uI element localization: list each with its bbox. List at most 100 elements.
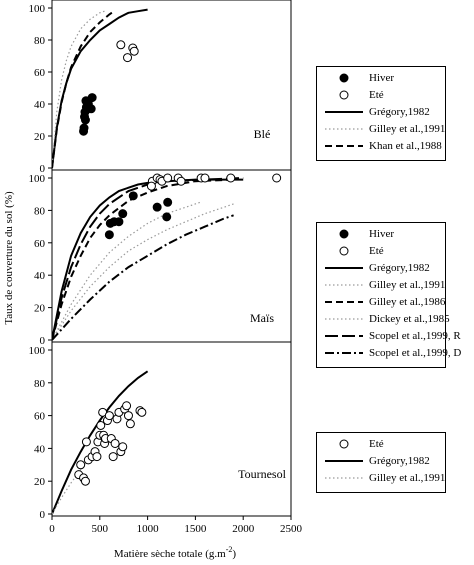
x-axis-label-main: Matière sèche totale (g.m [114, 548, 226, 560]
legend-symbol [323, 278, 365, 292]
y-axis-label: Taux de couverture du sol (%) [3, 191, 15, 325]
legend-label: Scopel et al.,1999, R [369, 330, 461, 342]
data-point-filled [83, 99, 93, 109]
legend-symbol-dashed [325, 145, 363, 147]
panel-title: Tournesol [238, 467, 286, 481]
legend-item: Dickey et al.,1985 [323, 312, 450, 326]
legend-symbol [323, 139, 365, 153]
y-tick-label: 0 [40, 163, 46, 175]
data-point-open [96, 420, 106, 430]
data-point-open [176, 176, 186, 186]
legend-label: Scopel et al.,1999, D [369, 347, 462, 359]
y-tick-label: 80 [34, 378, 46, 390]
legend-symbol [323, 295, 365, 309]
y-tick-label: 100 [29, 345, 46, 357]
panel-title: Maïs [250, 311, 274, 325]
legend-item: Scopel et al.,1999, D [323, 346, 461, 360]
legend-item: Hiver [323, 71, 394, 85]
x-tick-label: 2000 [232, 523, 255, 535]
legend-item: Grégory,1982 [323, 261, 430, 275]
legend-label: Gilley et al.,1991 [369, 472, 446, 484]
legend-item: Eté [323, 88, 384, 102]
legend-symbol-open [339, 90, 349, 100]
legend-symbol [323, 329, 365, 343]
data-point-open [137, 407, 147, 417]
legend-label: Eté [369, 438, 384, 450]
legend-label: Khan et al.,1988 [369, 140, 442, 152]
data-point-filled [80, 115, 90, 125]
legend-item: Grégory,1982 [323, 454, 430, 468]
y-tick-label: 80 [34, 35, 46, 47]
legend-symbol [323, 244, 365, 258]
data-point-filled [87, 93, 97, 103]
panel-title: Blé [254, 127, 271, 141]
series-line [52, 178, 244, 341]
legend-symbol [323, 312, 365, 326]
data-point-filled [152, 202, 162, 212]
legend-item: Khan et al.,1988 [323, 139, 442, 153]
series-line [52, 8, 148, 169]
y-tick-label: 80 [34, 205, 46, 217]
legend-label: Eté [369, 89, 384, 101]
data-point-filled [163, 197, 173, 207]
legend-label: Eté [369, 245, 384, 257]
y-tick-label: 20 [34, 476, 46, 488]
legend-symbol-dotted [325, 477, 363, 479]
data-point-open [129, 46, 139, 56]
y-tick-label: 20 [34, 303, 46, 315]
data-point-open [272, 173, 282, 183]
legend-symbol-dotted [325, 318, 363, 320]
legend-item: Eté [323, 437, 384, 451]
data-point-open [122, 401, 132, 411]
y-tick-label: 0 [40, 335, 46, 347]
x-tick-label: 500 [92, 523, 109, 535]
legend-label: Gilley et al.,1986 [369, 296, 446, 308]
legend-label: Dickey et al.,1985 [369, 313, 450, 325]
legend-label: Gilley et al.,1991 [369, 279, 446, 291]
series-line [52, 214, 234, 341]
data-point-filled [162, 212, 172, 222]
legend-label: Hiver [369, 72, 395, 84]
x-tick-label: 1500 [184, 523, 207, 535]
y-tick-label: 20 [34, 131, 46, 143]
panel-1: 0 20 40 60 80 100 Maïs [29, 169, 292, 347]
legend-symbol-dotted [325, 284, 363, 286]
legend-item: Hiver [323, 227, 394, 241]
legend-box-1: Hiver Eté Grégory,1982 Gilley et al.,1991 Gi… [316, 222, 461, 368]
legend-label: Gilley et al.,1991 [369, 123, 446, 135]
x-tick-label: 2500 [280, 523, 303, 535]
data-point-filled [128, 191, 138, 201]
data-point-open [81, 437, 91, 447]
data-point-filled [114, 217, 124, 227]
panel-0: 0 20 40 60 80 100 Blé [29, 0, 292, 175]
y-tick-label: 40 [34, 270, 46, 282]
x-tick-label: 0 [49, 523, 55, 535]
legend-item: Scopel et al.,1999, R [323, 329, 461, 343]
legend-symbol-solid [325, 267, 363, 269]
y-tick-label: 100 [29, 3, 46, 15]
data-point-filled [104, 230, 114, 240]
y-tick-label: 40 [34, 99, 46, 111]
data-point-open [108, 452, 118, 462]
legend-symbol [323, 437, 365, 451]
data-point-open [76, 460, 86, 470]
x-axis-label: Matière sèche totale (g.m-2) [114, 545, 236, 560]
legend-item: Gilley et al.,1991 [323, 122, 445, 136]
legend-label: Grégory,1982 [369, 262, 430, 274]
chart-panels: 0 20 40 60 80 100 Blé 0 20 40 60 80 100 Maïs 0 20 40 60 80… [29, 0, 303, 535]
legend-symbol-solid [325, 460, 363, 462]
data-point-open [80, 476, 90, 486]
legend-symbol [323, 454, 365, 468]
data-point-open [110, 438, 120, 448]
legend-item: Gilley et al.,1991 [323, 278, 445, 292]
series-line [52, 178, 234, 341]
x-axis-label-close: ) [232, 548, 236, 560]
series-line [52, 203, 234, 341]
data-point-open [125, 419, 135, 429]
data-point-open [118, 442, 128, 452]
legend-label: Grégory,1982 [369, 455, 430, 467]
data-point-filled [118, 209, 128, 219]
panel-frame [51, 341, 292, 517]
legend-symbol-filled [339, 229, 349, 239]
